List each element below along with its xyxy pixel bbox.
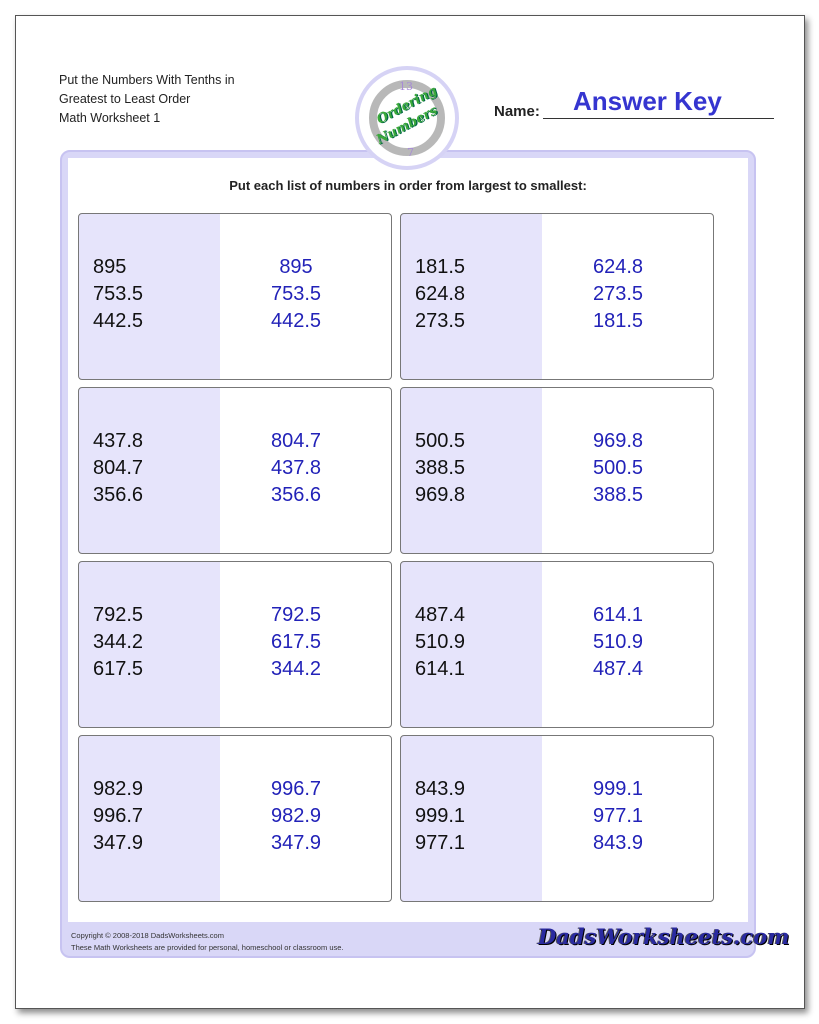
given-number: 181.5: [415, 256, 466, 278]
answer-number: 982.9: [270, 805, 322, 827]
answer-numbers: 996.7 982.9 347.9: [229, 776, 363, 857]
logo-number: 7: [407, 146, 414, 159]
title-line: Math Worksheet 1: [59, 111, 161, 125]
given-number: 969.8: [415, 484, 466, 506]
given-number: 804.7: [93, 457, 144, 479]
given-number: 617.5: [93, 658, 144, 680]
answer-number: 895: [279, 256, 313, 278]
worksheet-title: Put the Numbers With Tenths in Greatest …: [59, 71, 235, 128]
answer-number: 977.1: [592, 805, 644, 827]
given-number: 356.6: [93, 484, 144, 506]
given-number: 388.5: [415, 457, 466, 479]
given-numbers: 181.5 624.8 273.5: [415, 254, 465, 335]
problem-box: 181.5 624.8 273.5 624.8 273.5 181.5: [400, 213, 714, 380]
given-number: 500.5: [415, 430, 466, 452]
name-field[interactable]: [543, 118, 774, 119]
answer-numbers: 804.7 437.8 356.6: [229, 428, 363, 509]
answer-numbers: 792.5 617.5 344.2: [229, 602, 363, 683]
answer-number: 487.4: [592, 658, 644, 680]
problem-box: 792.5 344.2 617.5 792.5 617.5 344.2: [78, 561, 392, 728]
answer-number: 843.9: [592, 832, 644, 854]
answer-number: 510.9: [592, 631, 644, 653]
problem-box: 500.5 388.5 969.8 969.8 500.5 388.5: [400, 387, 714, 554]
answer-number: 388.5: [592, 484, 644, 506]
footer-text: Copyright © 2008-2018 DadsWorksheets.com…: [71, 930, 344, 954]
answer-number: 804.7: [270, 430, 322, 452]
dadsworksheets-logo: DadsWorksheets.com: [538, 924, 790, 949]
given-number: 977.1: [415, 832, 466, 854]
given-numbers: 792.5 344.2 617.5: [93, 602, 143, 683]
answer-number: 442.5: [270, 310, 322, 332]
problem-box: 487.4 510.9 614.1 614.1 510.9 487.4: [400, 561, 714, 728]
given-number: 895: [93, 256, 127, 278]
given-number: 347.9: [93, 832, 144, 854]
given-number: 510.9: [415, 631, 466, 653]
given-numbers: 437.8 804.7 356.6: [93, 428, 143, 509]
title-line: Put the Numbers With Tenths in: [59, 73, 235, 87]
instructions: Put each list of numbers in order from l…: [229, 178, 587, 193]
given-numbers: 895 753.5 442.5: [93, 254, 143, 335]
given-number: 487.4: [415, 604, 466, 626]
answer-number: 753.5: [270, 283, 322, 305]
answer-number: 437.8: [270, 457, 322, 479]
answer-numbers: 895 753.5 442.5: [229, 254, 363, 335]
given-numbers: 843.9 999.1 977.1: [415, 776, 465, 857]
answer-number: 356.6: [270, 484, 322, 506]
answer-number: 344.2: [270, 658, 322, 680]
answer-numbers: 614.1 510.9 487.4: [551, 602, 685, 683]
problem-box: 982.9 996.7 347.9 996.7 982.9 347.9: [78, 735, 392, 902]
given-number: 792.5: [93, 604, 144, 626]
copyright: Copyright © 2008-2018 DadsWorksheets.com: [71, 931, 224, 940]
answer-numbers: 624.8 273.5 181.5: [551, 254, 685, 335]
answer-number: 273.5: [592, 283, 644, 305]
given-numbers: 982.9 996.7 347.9: [93, 776, 143, 857]
given-numbers: 487.4 510.9 614.1: [415, 602, 465, 683]
usage-notice: These Math Worksheets are provided for p…: [71, 943, 344, 952]
answer-number: 969.8: [592, 430, 644, 452]
given-number: 996.7: [93, 805, 144, 827]
answer-number: 617.5: [270, 631, 322, 653]
given-numbers: 500.5 388.5 969.8: [415, 428, 465, 509]
given-number: 273.5: [415, 310, 466, 332]
given-number: 982.9: [93, 778, 144, 800]
given-number: 999.1: [415, 805, 466, 827]
given-number: 843.9: [415, 778, 466, 800]
given-number: 442.5: [93, 310, 144, 332]
given-number: 437.8: [93, 430, 144, 452]
answer-number: 500.5: [592, 457, 644, 479]
answer-numbers: 999.1 977.1 843.9: [551, 776, 685, 857]
problem-box: 843.9 999.1 977.1 999.1 977.1 843.9: [400, 735, 714, 902]
title-line: Greatest to Least Order: [59, 92, 191, 106]
answer-number: 999.1: [592, 778, 644, 800]
ordering-numbers-logo: 13 7 Ordering Numbers: [355, 66, 459, 170]
given-number: 624.8: [415, 283, 466, 305]
given-number: 344.2: [93, 631, 144, 653]
answer-number: 624.8: [592, 256, 644, 278]
name-label: Name:: [494, 103, 540, 120]
answer-number: 181.5: [592, 310, 644, 332]
cycle-arrows-icon: [369, 80, 445, 156]
answer-number: 614.1: [592, 604, 644, 626]
answer-numbers: 969.8 500.5 388.5: [551, 428, 685, 509]
answer-number: 347.9: [270, 832, 322, 854]
given-number: 614.1: [415, 658, 466, 680]
answer-key-text: Answer Key: [573, 86, 722, 116]
answer-number: 792.5: [270, 604, 322, 626]
given-number: 753.5: [93, 283, 144, 305]
logo-number: 13: [399, 80, 413, 93]
answer-number: 996.7: [270, 778, 322, 800]
problem-box: 437.8 804.7 356.6 804.7 437.8 356.6: [78, 387, 392, 554]
problem-box: 895 753.5 442.5 895 753.5 442.5: [78, 213, 392, 380]
